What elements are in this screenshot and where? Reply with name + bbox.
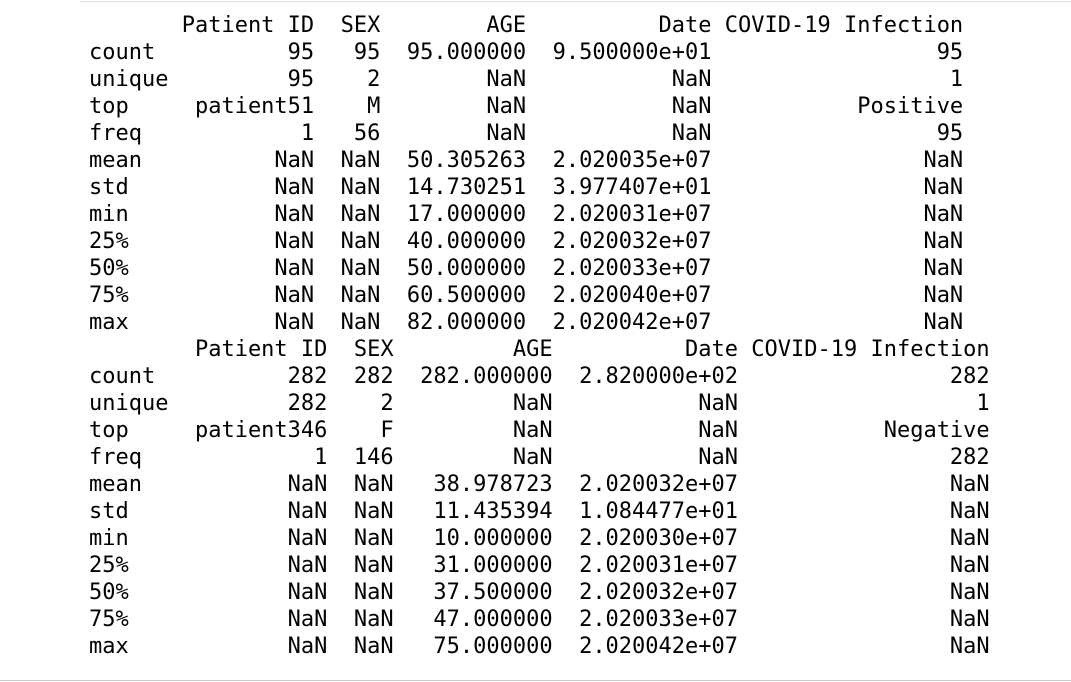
negative-table-row-freq: freq 1 146 NaN NaN 282 — [89, 445, 990, 470]
positive-table-row-min: min NaN NaN 17.000000 2.020031e+07 NaN — [89, 202, 964, 227]
positive-table-row-top: top patient51 M NaN NaN Positive — [89, 94, 964, 119]
positive-table-row-50pct: 50% NaN NaN 50.000000 2.020033e+07 NaN — [89, 256, 964, 281]
negative-table-row-top: top patient346 F NaN NaN Negative — [89, 418, 990, 443]
positive-table-row-std: std NaN NaN 14.730251 3.977407e+01 NaN — [89, 175, 964, 200]
positive-table-row-mean: mean NaN NaN 50.305263 2.020035e+07 NaN — [89, 148, 964, 173]
positive-table-row-count: count 95 95 95.000000 9.500000e+01 95 — [89, 40, 964, 65]
cell-output-describe-tables: Patient ID SEX AGE Date COVID-19 Infecti… — [89, 12, 990, 660]
negative-table-row-max: max NaN NaN 75.000000 2.020042e+07 NaN — [89, 634, 990, 659]
cell-top-divider — [80, 1, 1071, 2]
positive-table-row-freq: freq 1 56 NaN NaN 95 — [89, 121, 964, 146]
positive-table-row-25pct: 25% NaN NaN 40.000000 2.020032e+07 NaN — [89, 229, 964, 254]
negative-table-row-count: count 282 282 282.000000 2.820000e+02 28… — [89, 364, 990, 389]
negative-table-row-min: min NaN NaN 10.000000 2.020030e+07 NaN — [89, 526, 990, 551]
negative-table-row-std: std NaN NaN 11.435394 1.084477e+01 NaN — [89, 499, 990, 524]
positive-table-row-max: max NaN NaN 82.000000 2.020042e+07 NaN — [89, 310, 964, 335]
positive-table-header-row: Patient ID SEX AGE Date COVID-19 Infecti… — [89, 13, 964, 38]
negative-table-row-75pct: 75% NaN NaN 47.000000 2.020033e+07 NaN — [89, 607, 990, 632]
negative-table-header-row: Patient ID SEX AGE Date COVID-19 Infecti… — [89, 337, 990, 362]
negative-table-row-mean: mean NaN NaN 38.978723 2.020032e+07 NaN — [89, 472, 990, 497]
negative-table-row-50pct: 50% NaN NaN 37.500000 2.020032e+07 NaN — [89, 580, 990, 605]
negative-table-row-unique: unique 282 2 NaN NaN 1 — [89, 391, 990, 416]
positive-table-row-unique: unique 95 2 NaN NaN 1 — [89, 67, 964, 92]
positive-table-row-75pct: 75% NaN NaN 60.500000 2.020040e+07 NaN — [89, 283, 964, 308]
negative-table-row-25pct: 25% NaN NaN 31.000000 2.020031e+07 NaN — [89, 553, 990, 578]
cell-bottom-divider — [0, 680, 1071, 681]
